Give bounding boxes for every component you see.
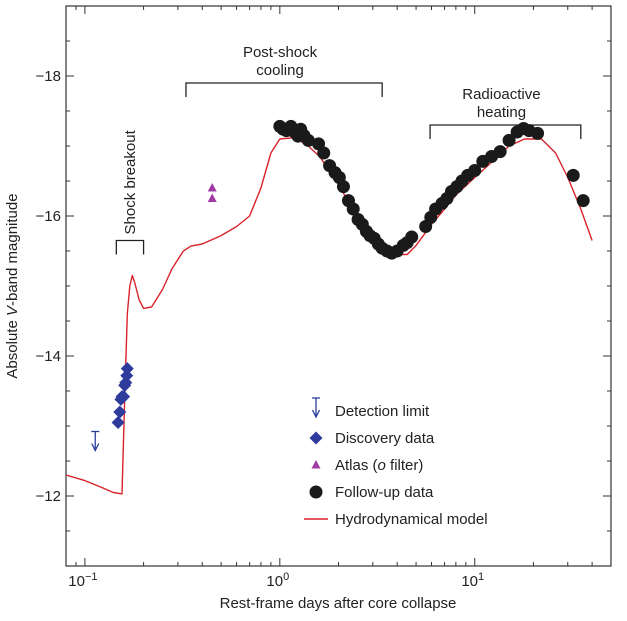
discovery-data-point	[117, 390, 131, 404]
follow-up-data-point	[531, 126, 545, 140]
model-layer	[66, 136, 593, 495]
follow-up-data-point	[336, 180, 350, 194]
atlas-o-filter-point	[207, 193, 217, 202]
detection-limit-legend-label: Detection limit	[335, 403, 430, 420]
post-shock-cooling-label-line: Post-shock	[243, 44, 318, 61]
follow-up-data-point	[301, 133, 315, 147]
follow-up-data-point	[346, 202, 360, 216]
shock-breakout-label: Shock breakout	[122, 129, 139, 234]
atlas-o-filter-legend-label: Atlas (o filter)	[335, 457, 423, 474]
y-axis-title: Absolute V-band magnitude	[4, 193, 21, 378]
x-tick-label: 100	[266, 571, 289, 590]
y-axis-title-suffix: -band magnitude	[4, 193, 21, 306]
shock-breakout-bracket	[115, 239, 145, 255]
detection-limit-point	[91, 430, 100, 452]
y-axis-title-italic: V	[4, 304, 21, 316]
shock-breakout-annotation: Shock breakout	[115, 129, 145, 255]
follow-up-data-point	[576, 194, 590, 208]
follow-up-data-point	[317, 146, 331, 160]
y-tick-label: −14	[36, 348, 61, 365]
x-axis-title: Rest-frame days after core collapse	[220, 595, 457, 612]
atlas-o-filter-legend-marker	[311, 460, 321, 469]
hydrodynamical-model-legend-label: Hydrodynamical model	[335, 511, 488, 528]
discovery-data-point	[119, 376, 133, 390]
follow-up-data-point	[493, 145, 507, 159]
discovery-data-point	[113, 405, 127, 419]
discovery-data-point	[111, 416, 125, 429]
discovery-data-point	[120, 362, 134, 376]
radioactive-heating-label-line: heating	[477, 104, 526, 121]
y-axis-ticks: −12 −14 −16 −18	[36, 5, 611, 567]
detection-limit-legend-marker	[311, 397, 321, 419]
hydrodynamical-model-line	[66, 136, 593, 495]
x-axis-ticks: 10−1 100 101	[65, 6, 612, 590]
atlas-o-filter-point	[207, 183, 217, 192]
x-tick-label: 10−1	[68, 571, 97, 590]
legend: Detection limit Discovery data Atlas (o fi…	[304, 397, 488, 528]
follow-up-data-legend-label: Follow-up data	[335, 484, 434, 501]
discovery-data-legend-label: Discovery data	[335, 430, 435, 447]
post-shock-cooling-bracket	[185, 82, 383, 97]
discovery-data-legend-marker	[309, 431, 323, 445]
x-tick-label: 101	[461, 571, 484, 590]
follow-up-data-point	[566, 168, 580, 182]
radioactive-heating-bracket	[429, 124, 582, 139]
post-shock-cooling-label-line: cooling	[256, 62, 304, 79]
follow-up-data-point	[468, 164, 482, 177]
radioactive-heating-label-line: Radioactive	[462, 86, 540, 103]
y-axis-title-prefix: Absolute	[4, 316, 21, 379]
y-tick-label: −16	[36, 208, 61, 225]
y-tick-label: −18	[36, 68, 61, 85]
follow-up-data-point	[405, 230, 419, 244]
follow-up-data-point	[502, 133, 516, 147]
follow-up-data-legend-marker	[309, 485, 323, 499]
data-markers	[91, 119, 590, 452]
y-tick-label: −12	[36, 488, 61, 505]
